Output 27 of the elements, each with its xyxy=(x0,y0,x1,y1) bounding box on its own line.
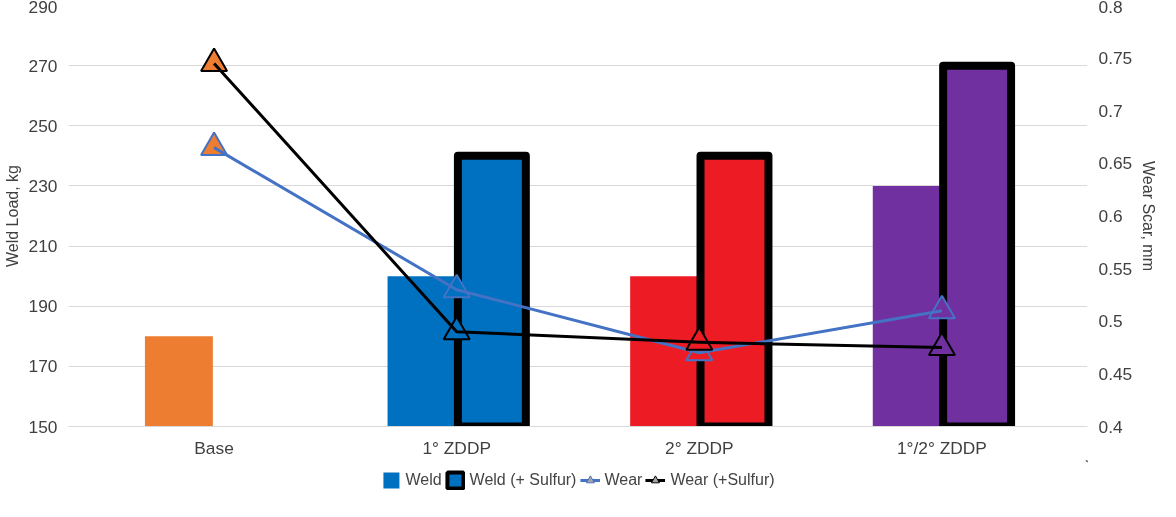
legend-label: Weld (+ Sulfur) xyxy=(469,471,577,489)
x-tick-label: 1° ZDDP xyxy=(422,437,491,458)
y-tick-label: 230 xyxy=(28,175,58,196)
y2-tick-label: 0.8 xyxy=(1098,0,1123,17)
y2-tick-label: 0.65 xyxy=(1098,153,1133,174)
y2-axis-title: Wear Scar, mm xyxy=(1140,161,1158,271)
legend-label: Wear xyxy=(604,471,643,489)
y-tick-label: 150 xyxy=(28,416,58,437)
y-axis-title: Weld Load, kg xyxy=(3,165,21,267)
y-tick-label: 210 xyxy=(28,236,58,257)
x-tick-label: Base xyxy=(194,437,234,458)
y2-tick-label: 0.7 xyxy=(1098,100,1123,121)
y-tick-label: 190 xyxy=(28,296,58,317)
x-tick-label: 2° ZDDP xyxy=(665,437,734,458)
y-tick-label: 170 xyxy=(28,356,58,377)
y2-tick-label: 0.6 xyxy=(1098,206,1123,226)
y2-tick-label: 0.55 xyxy=(1098,258,1133,279)
legend-label: Weld xyxy=(405,471,442,489)
y-tick-label: 250 xyxy=(28,115,58,136)
x-tick-label: 1°/2° ZDDP xyxy=(896,437,987,458)
y2-tick-label: 0.4 xyxy=(1098,416,1123,437)
legend-label: Wear (+Sulfur) xyxy=(670,471,775,489)
y2-tick-label: 0.75 xyxy=(1098,48,1133,69)
y2-tick-label: 0.45 xyxy=(1098,363,1133,384)
y-tick-label: 290 xyxy=(28,0,58,17)
y-tick-label: 270 xyxy=(28,55,58,76)
y2-tick-label: 0.5 xyxy=(1098,311,1123,332)
